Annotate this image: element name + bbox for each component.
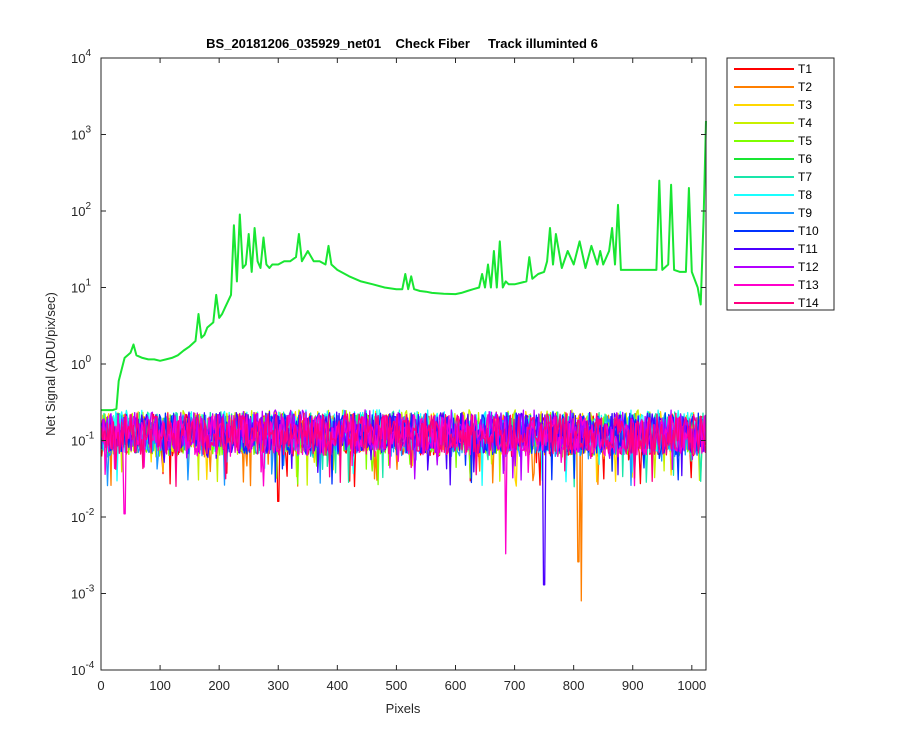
legend-label-T2: T2: [798, 80, 812, 94]
x-tick-label: 900: [622, 678, 644, 693]
x-tick-label: 0: [97, 678, 104, 693]
legend-label-T4: T4: [798, 116, 812, 130]
x-tick-label: 200: [208, 678, 230, 693]
legend-label-T12: T12: [798, 260, 819, 274]
plot-area: [100, 57, 707, 671]
x-tick-label: 1000: [677, 678, 706, 693]
series-line-T6: [101, 120, 707, 412]
legend-label-T11: T11: [798, 242, 818, 256]
legend-label-T8: T8: [798, 188, 812, 202]
legend-label-T7: T7: [798, 170, 812, 184]
x-tick-label: 600: [445, 678, 467, 693]
legend: T1 T2 T3 T4 T5 T6 T7 T8 T9 T10 T11 T12 T13 T14: [726, 57, 835, 311]
x-tick-label: 100: [149, 678, 171, 693]
plot-background: [101, 58, 706, 670]
x-axis: 0 100 200 300 400 500 600 700 800 900 1000: [97, 58, 706, 693]
legend-label-T6: T6: [798, 152, 812, 166]
legend-label-T3: T3: [798, 98, 812, 112]
legend-label-T9: T9: [798, 206, 812, 220]
legend-label-T14: T14: [798, 296, 819, 310]
x-tick-label: 500: [386, 678, 408, 693]
series-line-T14: [100, 412, 707, 487]
legend-label-T1: T1: [798, 62, 812, 76]
y-axis-label: Net Signal (ADU/pix/sec): [43, 292, 58, 436]
legend-label-T13: T13: [798, 278, 819, 292]
legend-label-T10: T10: [798, 224, 819, 238]
chart-title: BS_20181206_035929_net01 Check Fiber Tra…: [206, 36, 598, 51]
x-tick-label: 300: [267, 678, 289, 693]
x-tick-label: 700: [504, 678, 526, 693]
x-tick-label: 800: [563, 678, 585, 693]
x-axis-label: Pixels: [386, 701, 421, 716]
series-layer: [100, 120, 707, 602]
legend-label-T5: T5: [798, 134, 812, 148]
x-tick-label: 400: [326, 678, 348, 693]
